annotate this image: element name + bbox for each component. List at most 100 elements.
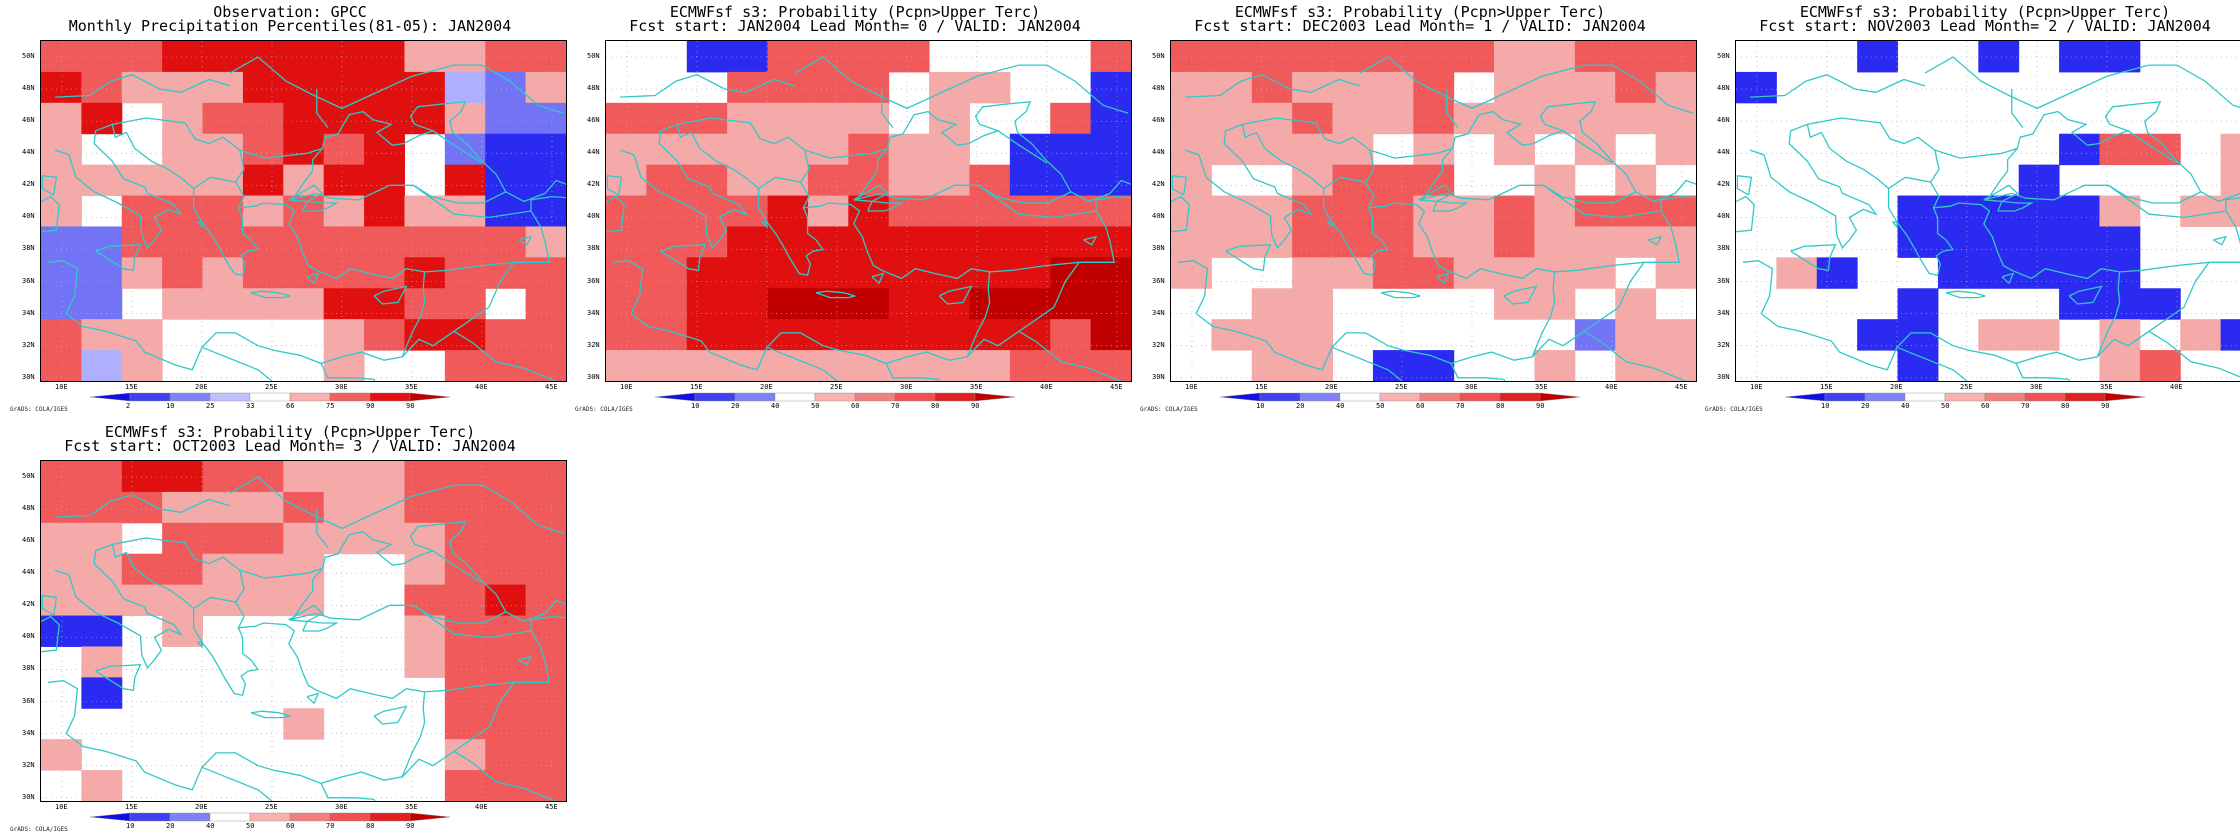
grid-cell [1494,71,1535,104]
coastline [1891,221,1898,229]
colorbar-swatch [1944,392,1986,402]
grid-cell [323,164,365,197]
lon-tick-label: 25E [1395,383,1408,391]
grid-cell [444,288,486,320]
grid-cell [81,770,123,801]
grid-cell [81,522,123,555]
colorbar-label: 40 [1901,402,1910,410]
colorbar-swatch [894,392,936,402]
grid-cell [323,195,365,227]
grid-cell [2018,195,2060,227]
grid-cell [1251,319,1293,351]
lon-tick-label: 35E [970,383,983,391]
grid-cell [2220,164,2240,197]
lat-tick-label: 42N [22,180,35,189]
grid-cell [485,553,527,586]
grid-cell [525,133,566,166]
grid-cell [364,491,405,524]
colorbar-swatch [1419,392,1461,402]
lat-tick-label: 50N [1717,52,1730,61]
grid-cell [41,522,82,555]
coastline [2068,379,2071,381]
colorbar-label: 80 [931,402,940,410]
lat-tick-label: 36N [587,276,600,285]
coastline [432,130,483,164]
lat-tick-label: 40N [587,212,600,221]
grid-cell [323,319,365,351]
lat-tick-label: 32N [587,340,600,349]
lon-tick-label: 25E [830,383,843,391]
lat-tick-label: 36N [1152,276,1165,285]
coastline [2001,272,2015,285]
grid-cell [202,133,244,166]
grid-cell [969,226,1011,258]
grid-cell [1171,133,1212,166]
grid-cell [525,615,566,647]
colorbar-swatch [209,392,251,402]
lon-tick-label: 15E [125,803,138,811]
colorbar-swatch [1459,392,1501,402]
lat-tick-label: 38N [22,664,35,673]
grid-cell [2139,133,2181,166]
grid-cell [41,319,82,351]
grid-cell [404,195,446,227]
grid-cell [364,319,405,351]
colorbar-swatch [409,392,451,402]
grid-cell [41,133,82,166]
grid-cell [2220,133,2240,166]
map-panel-4: ECMWFsf s3: Probability (Pcpn>Upper Terc… [1705,0,2240,420]
grid-cell [242,71,284,104]
grid-cell [41,739,82,771]
coastline [413,184,532,219]
grid-cell [81,226,123,258]
lon-tick-label: 25E [265,383,278,391]
grid-cell [848,350,890,381]
grid-cell [1574,195,1616,227]
coastline [612,123,991,371]
grid-cell [162,288,204,320]
grads-credit: GrADS: COLA/IGES [1140,406,1198,413]
grid-cell [1494,226,1535,258]
grid-cell [162,615,204,647]
grid-cell [41,102,82,135]
grid-cell [242,584,284,617]
lat-tick-label: 44N [22,568,35,577]
coastline [800,149,810,183]
grid-cell [1009,319,1051,351]
coastline [2011,89,2024,128]
grid-cell [162,257,204,289]
grid-cell [1372,257,1414,289]
coastline [112,537,323,579]
coastline [677,117,888,159]
colorbar-swatch [89,812,131,822]
grid-cell [283,226,325,258]
grid-cell [1050,319,1092,351]
map-panel-5: ECMWFsf s3: Probability (Pcpn>Upper Terc… [10,420,570,840]
grid-cell [646,133,688,166]
grid-cell [888,288,930,320]
colorbar-swatch [1499,392,1541,402]
colorbar-swatch [2104,392,2146,402]
grid-cell [1615,288,1657,320]
colorbar-label: 70 [2021,402,2030,410]
grid-cell [1251,133,1293,166]
grid-cell [364,461,405,493]
lon-tick-label: 15E [690,383,703,391]
coastline [41,594,58,616]
grid-cell [485,522,527,555]
grid-cell [485,133,527,166]
grid-cell [323,491,365,524]
grid-cell [1050,102,1092,135]
grid-cell [767,257,809,289]
coastline [302,620,339,632]
colorbar-label: 2 [126,402,131,410]
grid-cell [242,226,284,258]
grid-cell [1857,319,1899,351]
lat-tick-label: 32N [1717,340,1730,349]
grid-cell [404,646,446,678]
coastline [250,290,291,299]
grid-cell [1292,226,1334,258]
coastline [881,89,894,128]
coastline [306,692,320,705]
grid-cell [1332,71,1374,104]
